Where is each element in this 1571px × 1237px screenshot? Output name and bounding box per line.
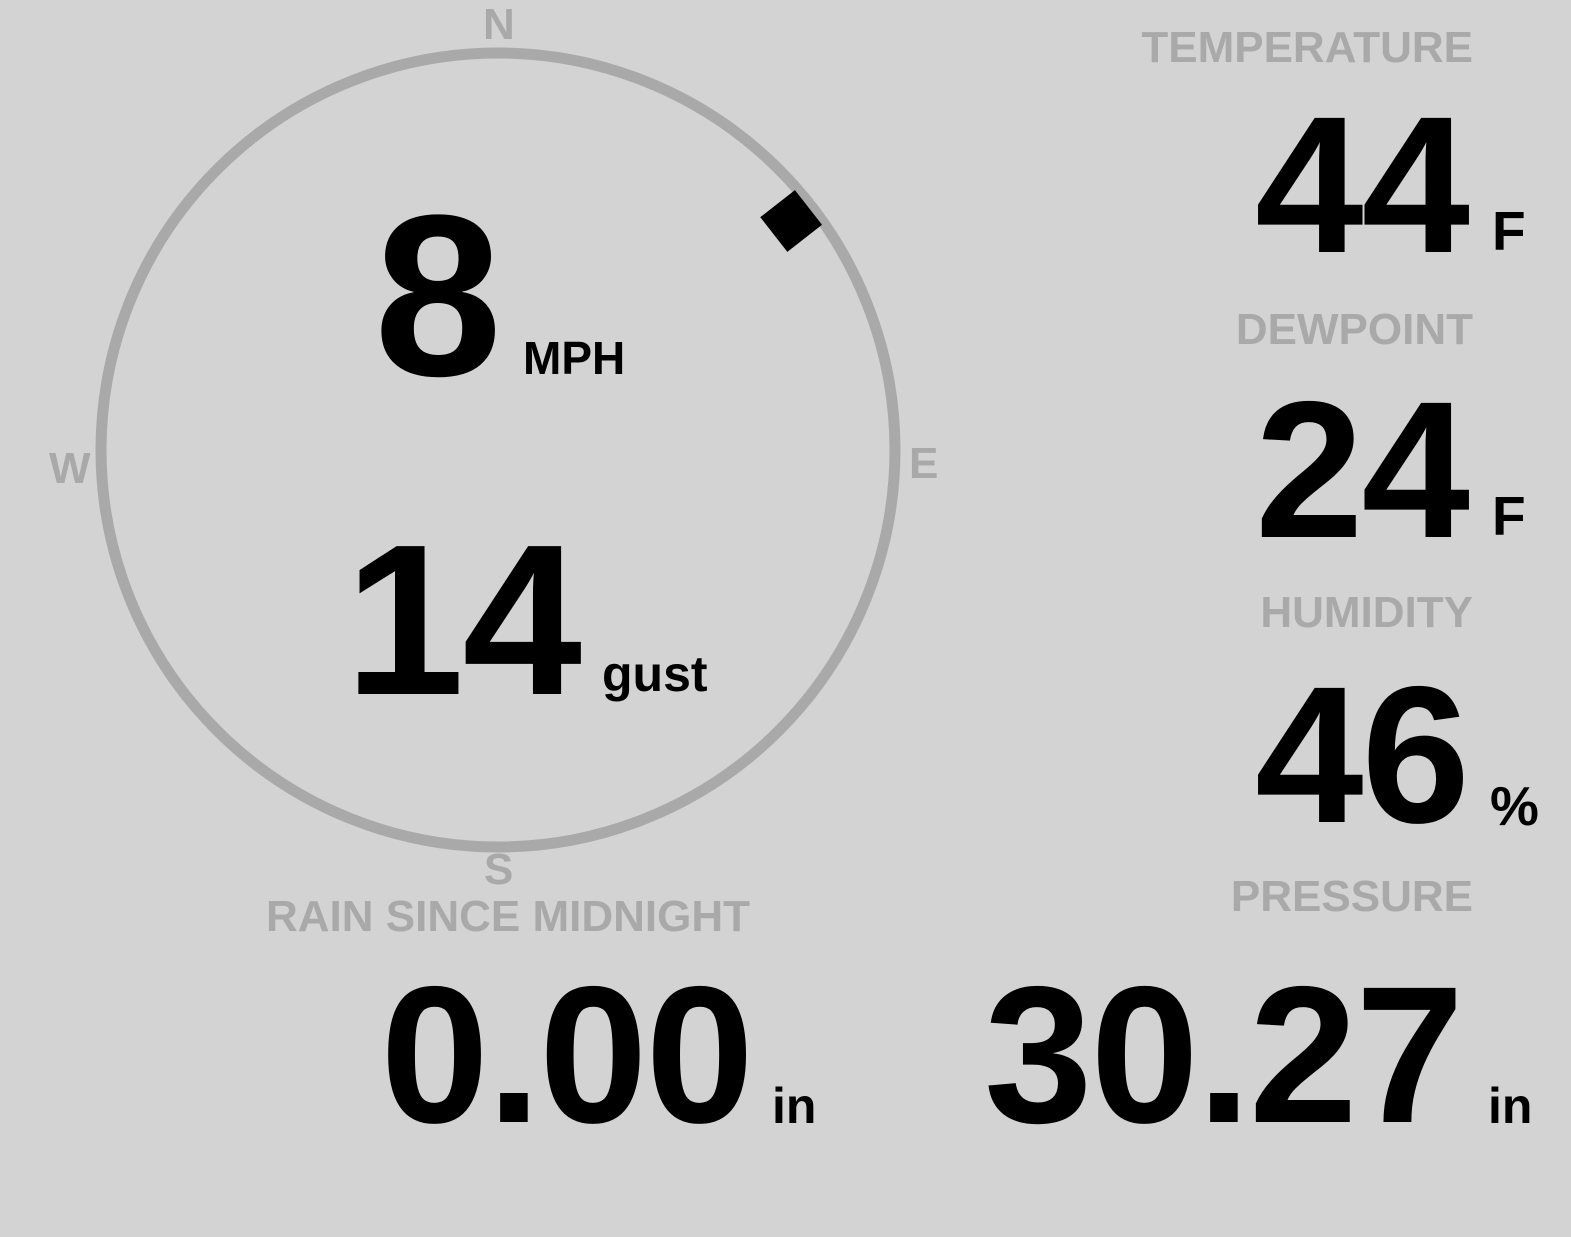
rain-value: 0.00 — [380, 946, 754, 1164]
compass-east: E — [909, 439, 939, 488]
compass-south: S — [484, 845, 514, 894]
compass-ring — [95, 47, 901, 853]
humidity-label: HUMIDITY — [1260, 588, 1473, 637]
wind-gust-label: gust — [602, 646, 708, 702]
compass-west: W — [49, 444, 91, 493]
humidity-unit: % — [1490, 775, 1539, 837]
dewpoint-value: 24 — [1255, 361, 1470, 579]
pressure-unit: in — [1488, 1078, 1533, 1134]
temperature-value: 44 — [1255, 76, 1470, 294]
rain-unit: in — [772, 1078, 817, 1134]
pressure-value: 30.27 — [984, 946, 1464, 1164]
rain-label: RAIN SINCE MIDNIGHT — [266, 892, 750, 941]
pressure-label: PRESSURE — [1230, 872, 1473, 921]
humidity-value: 46 — [1255, 646, 1470, 864]
compass-north: N — [483, 0, 515, 49]
wind-direction-marker — [760, 190, 823, 252]
dewpoint-label: DEWPOINT — [1235, 305, 1473, 354]
temperature-label: TEMPERATURE — [1141, 23, 1473, 72]
wind-gust-value: 14 — [344, 499, 582, 740]
wind-speed-unit: MPH — [523, 332, 626, 384]
wind-speed-value: 8 — [374, 167, 502, 424]
dewpoint-unit: F — [1492, 485, 1526, 547]
temperature-unit: F — [1492, 200, 1526, 262]
